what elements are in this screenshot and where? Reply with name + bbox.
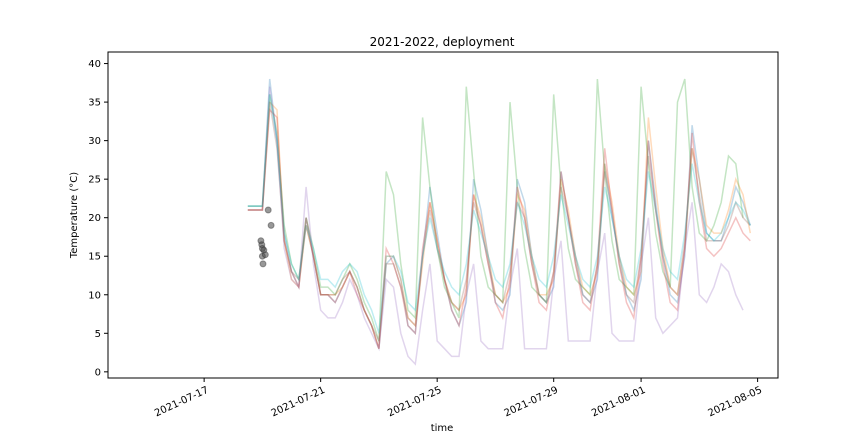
plot-area [247, 78, 752, 366]
x-tick-label: 2021-07-21 [270, 385, 327, 420]
series-line-5 [247, 86, 744, 366]
y-tick-label: 20 [88, 213, 101, 224]
series-line-2 [247, 100, 752, 349]
series-line-3 [247, 78, 744, 342]
y-axis-label: Temperature (°C) [69, 172, 80, 259]
y-tick-label: 35 [88, 98, 101, 109]
data-point-8 [267, 221, 275, 229]
x-axis: 2021-07-17 2021-07-21 2021-07-25 2021-07-29… [153, 378, 764, 419]
series-line-1 [247, 78, 752, 349]
axes-frame [107, 51, 779, 379]
x-tick-label: 2021-07-25 [386, 385, 443, 420]
y-tick-label: 10 [88, 290, 101, 301]
y-tick-label: 30 [88, 136, 101, 147]
y-tick-label: 5 [95, 329, 101, 340]
y-tick-label: 0 [95, 367, 101, 378]
y-tick-label: 40 [88, 59, 101, 70]
data-point-4 [259, 260, 267, 268]
x-tick-label: 2021-07-17 [153, 385, 210, 420]
y-tick-label: 25 [88, 175, 101, 186]
y-tick-label: 15 [88, 252, 101, 263]
series-line-7 [247, 94, 751, 334]
series-line-6 [247, 101, 751, 344]
data-point-6 [261, 251, 269, 259]
data-point-9 [258, 245, 266, 252]
series-line-4 [247, 108, 751, 349]
x-tick-label: 2021-08-05 [707, 385, 764, 420]
x-tick-label: 2021-07-29 [503, 385, 560, 420]
chart-title: 2021-2022, deployment [370, 35, 515, 49]
data-point-7 [264, 206, 272, 214]
x-tick-label: 2021-08-01 [590, 385, 647, 420]
y-axis: 0 5 10 15 20 25 30 35 40 [88, 59, 108, 378]
x-axis-label: time [431, 423, 454, 432]
